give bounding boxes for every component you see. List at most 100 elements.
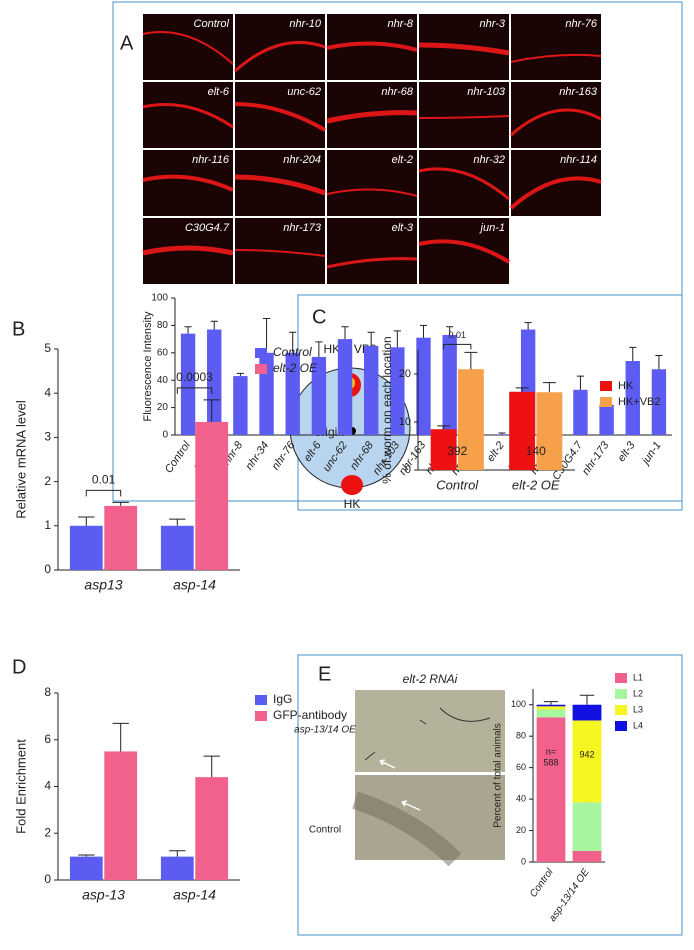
fiber	[418, 167, 510, 201]
image-label: Control	[309, 825, 341, 836]
error-bar	[169, 850, 186, 857]
bar	[69, 856, 103, 880]
panel-e-frame	[297, 654, 683, 936]
panel-label: E	[318, 663, 331, 685]
fiber	[509, 176, 602, 210]
bar	[195, 421, 229, 570]
fiber	[234, 249, 326, 257]
image-label: nhr-204	[283, 154, 321, 166]
bar	[195, 777, 229, 880]
y-tick-label: 20	[157, 402, 169, 413]
image-label: nhr-3	[480, 18, 506, 30]
error-bar	[515, 387, 529, 392]
y-tick-label: 40	[516, 793, 526, 803]
image-label: nhr-8	[388, 18, 414, 30]
fiber	[326, 188, 418, 197]
worms	[364, 707, 491, 761]
legend-label: HK+VB2	[618, 396, 661, 408]
error-bar	[341, 326, 349, 340]
error-bar	[419, 324, 428, 338]
bar	[509, 391, 536, 470]
error-bar	[236, 372, 244, 377]
micrograph	[143, 14, 233, 80]
legend-label: HK	[618, 380, 634, 392]
x-tick-label: asp-14	[173, 577, 216, 593]
legend-swatch	[255, 711, 267, 721]
panel-label: C	[312, 306, 326, 328]
annotation: 0.0003	[176, 370, 213, 384]
fiber	[510, 108, 602, 137]
fiber	[234, 40, 326, 73]
fiber	[326, 41, 418, 52]
x-tick-label: nhr-173	[580, 439, 612, 478]
error-bar	[576, 375, 585, 390]
y-tick-label: 0	[44, 872, 51, 886]
error-bar	[367, 331, 375, 346]
y-tick-label: 0	[44, 562, 51, 576]
error-bar	[289, 331, 297, 353]
image-label: nhr-173	[283, 222, 322, 234]
bar	[69, 525, 103, 570]
image-label: elt-6	[208, 86, 230, 98]
error-bar	[579, 694, 595, 705]
bar	[233, 376, 248, 435]
annotation: n=	[546, 746, 556, 756]
bar	[651, 369, 667, 435]
bar	[430, 429, 457, 470]
bar	[160, 856, 194, 880]
legend-swatch	[615, 705, 627, 715]
micrograph	[143, 82, 233, 148]
bar-segment	[536, 709, 566, 718]
bar-segment	[572, 802, 602, 851]
bar-segment	[536, 717, 566, 862]
y-axis-label: % of worm on each location	[380, 336, 394, 483]
legend-swatch	[255, 348, 267, 358]
error-bar	[169, 518, 186, 526]
image-label: asp-13/14 OE	[294, 725, 356, 736]
micrograph	[235, 14, 325, 80]
image-label: nhr-116	[192, 154, 230, 166]
legend-swatch	[615, 673, 627, 683]
bar	[104, 505, 138, 570]
y-tick-label: 0	[521, 856, 526, 866]
fiber	[418, 42, 510, 56]
bracket	[443, 343, 472, 350]
bracket	[85, 489, 122, 497]
annotation: 942	[579, 749, 594, 759]
y-tick-label: 1	[44, 518, 51, 532]
y-tick-label: 60	[516, 762, 526, 772]
y-tick-label: 4	[44, 385, 51, 399]
y-tick-label: 40	[157, 375, 169, 386]
bar-segment	[572, 704, 602, 721]
bar	[311, 356, 327, 435]
y-tick-label: 80	[516, 731, 526, 741]
image-label: nhr-68	[381, 86, 413, 98]
y-axis-label: Fluorescence Intensity	[142, 311, 154, 422]
bar	[207, 329, 222, 435]
x-tick-label: nhr-76	[270, 439, 298, 472]
error-bar	[464, 351, 478, 370]
y-tick-label: 8	[44, 685, 51, 699]
error-bar	[542, 382, 556, 393]
y-tick-label: 20	[516, 825, 526, 835]
bar	[599, 404, 614, 435]
micrograph	[327, 150, 417, 216]
fiber	[326, 257, 418, 269]
micrograph	[235, 82, 325, 148]
bar	[416, 337, 431, 435]
legend-label: elt-2 OE	[273, 361, 318, 375]
bar-segment	[572, 720, 602, 803]
bar	[285, 352, 300, 435]
micrograph	[419, 218, 509, 284]
x-tick-label: asp-14	[173, 887, 216, 903]
bar	[160, 525, 194, 570]
bar	[442, 334, 457, 435]
micrograph	[419, 150, 509, 216]
y-tick-label: 0	[162, 430, 168, 441]
fiber	[234, 174, 326, 196]
fiber	[418, 115, 510, 119]
y-tick-label: 100	[151, 293, 168, 304]
error-bar	[78, 516, 95, 526]
bar	[625, 361, 640, 435]
error-bar	[629, 346, 637, 362]
